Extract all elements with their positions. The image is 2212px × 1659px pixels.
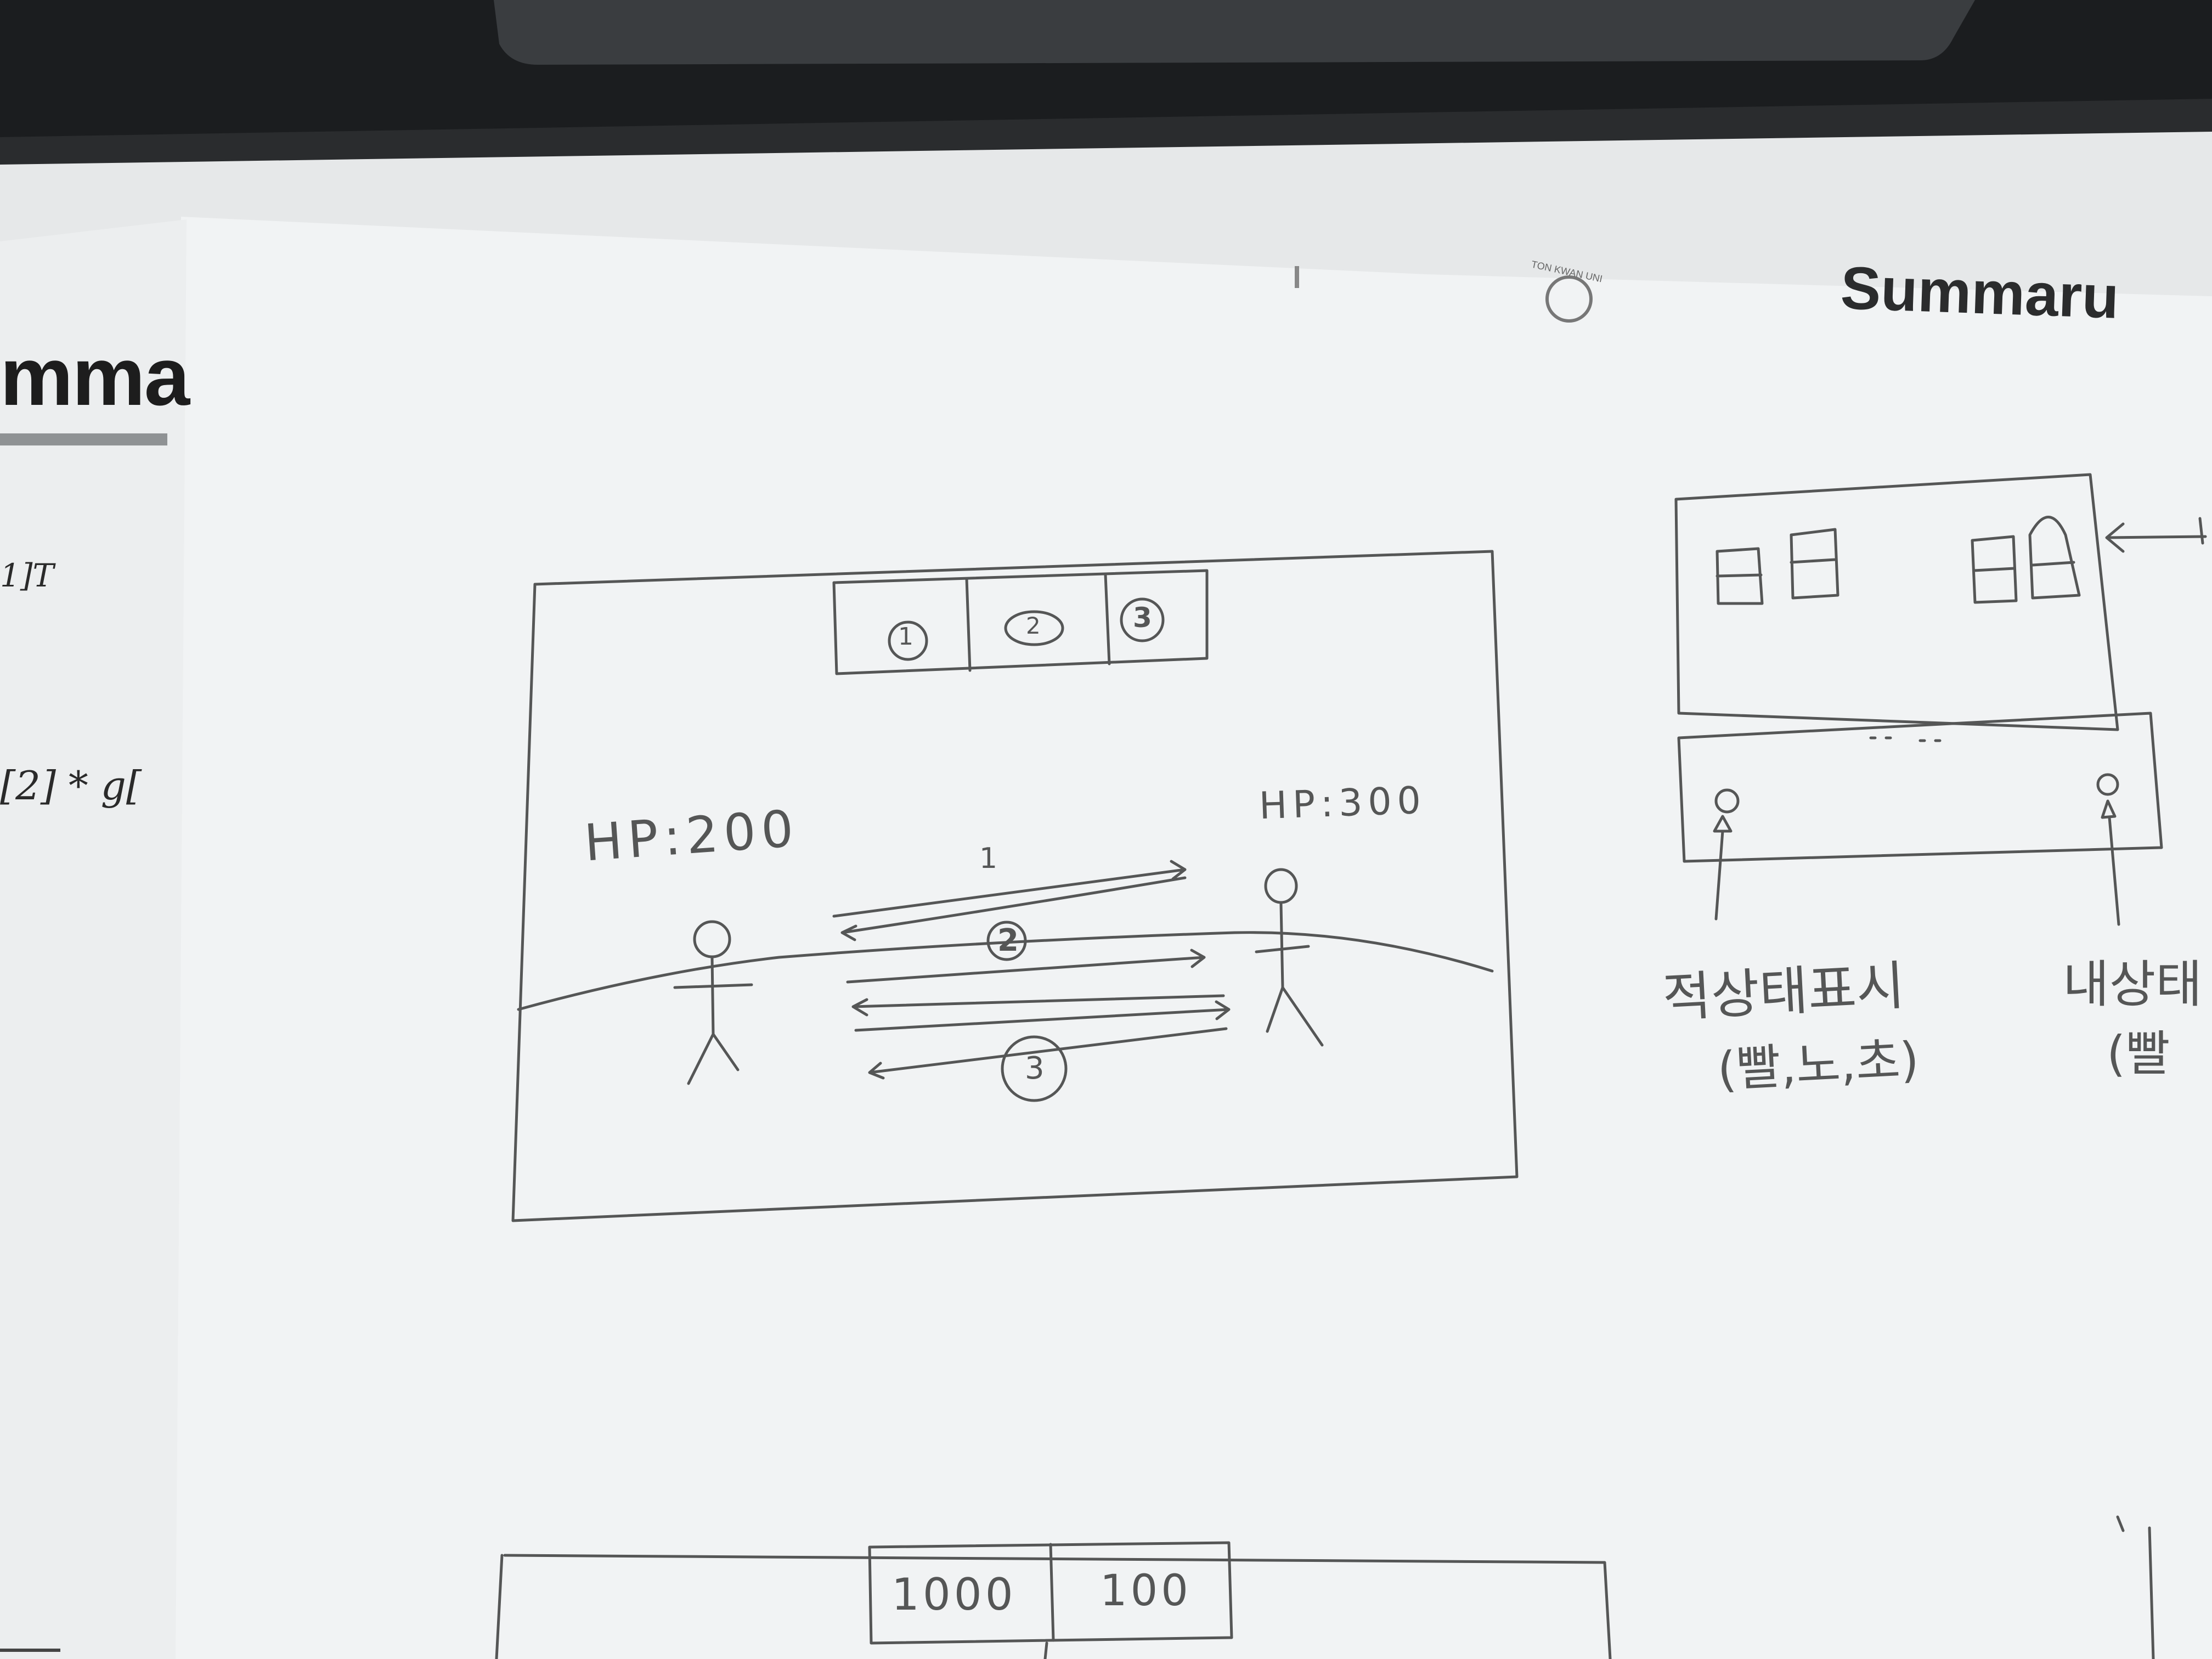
side-window-icon-4 xyxy=(2028,516,2081,600)
background-heading: mma xyxy=(0,330,190,422)
formula-line-2: [2] * g[ xyxy=(0,763,142,809)
side-window-dots xyxy=(1869,736,1946,742)
enemy-body xyxy=(1255,902,1324,1047)
bottom-slot-stem xyxy=(1043,1641,1048,1659)
attack-1-arrow-right xyxy=(832,860,1187,918)
my-status-indicator xyxy=(2096,773,2119,796)
enemy-status-label: 적상태표시 xyxy=(1661,955,1906,1029)
bottom-right-frame xyxy=(2116,1515,2155,1659)
my-status-pointer xyxy=(2101,799,2120,926)
skill-slot-1-circle xyxy=(888,620,928,661)
background-heading-right: Summaru xyxy=(1839,254,2120,331)
skill-slot-1-label: 1 xyxy=(898,623,913,651)
side-window-frame xyxy=(1674,473,2119,731)
footer-rule xyxy=(0,1649,60,1652)
front-paper-sheet xyxy=(165,217,2212,1659)
bottom-screen-frame xyxy=(495,1554,1612,1659)
my-status-sublabel: (빨 xyxy=(2107,1025,2170,1082)
attack-2-label: 2 xyxy=(997,923,1019,958)
enemy-status-pointer xyxy=(1713,815,1733,921)
attack-1-arrow-left xyxy=(840,876,1187,941)
bottom-slot-1-label: 1000 xyxy=(891,1569,1017,1620)
skill-slot-2-label: 2 xyxy=(1026,612,1041,639)
left-paper-sheet xyxy=(0,219,187,1659)
attack-3-arrow-left xyxy=(868,1027,1228,1080)
enemy-status-sublabel: (빨,노,초) xyxy=(1716,1031,1921,1098)
bottom-slot-divider xyxy=(1049,1543,1055,1642)
side-window-icon-2 xyxy=(1790,528,1839,600)
skill-slot-box xyxy=(832,569,1209,675)
side-edge-mark xyxy=(2198,517,2204,545)
enemy-head xyxy=(1264,868,1298,904)
side-status-box xyxy=(1677,712,2163,863)
formula-line-1: 1]T xyxy=(0,557,54,594)
side-pointer-arrow xyxy=(2105,522,2207,553)
skill-slot-3-circle xyxy=(1120,597,1165,642)
player-body xyxy=(673,956,753,1085)
attack-2-arrow-right xyxy=(846,949,1206,984)
skill-slot-3-label: 3 xyxy=(1133,602,1152,634)
attack-2-arrow-left xyxy=(851,994,1225,1017)
bottom-slot-2-label: 100 xyxy=(1100,1566,1192,1616)
side-window-icon-1 xyxy=(1716,547,1764,605)
my-status-label: 내상태 xyxy=(2063,955,2202,1014)
attack-3-arrow-right xyxy=(854,1000,1231,1032)
university-seal xyxy=(1545,275,1593,323)
attack-2-label-circle xyxy=(986,921,1027,961)
paper-mark xyxy=(1295,266,1299,288)
skill-slot-divider-2 xyxy=(1104,573,1111,665)
attack-3-label: 3 xyxy=(1025,1051,1045,1086)
skill-slot-2-circle xyxy=(1004,610,1064,646)
side-window-icon-3 xyxy=(1971,535,2018,604)
bottom-slot-box xyxy=(868,1541,1233,1645)
heading-rule xyxy=(0,433,167,445)
skill-slot-divider-1 xyxy=(965,577,972,672)
laptop-trackpad-edge xyxy=(494,0,1975,65)
attack-3-label-circle xyxy=(1001,1035,1068,1102)
enemy-hp-label: HP:300 xyxy=(1258,778,1427,828)
enemy-status-indicator xyxy=(1714,788,1740,814)
attack-1-label: 1 xyxy=(979,842,998,875)
